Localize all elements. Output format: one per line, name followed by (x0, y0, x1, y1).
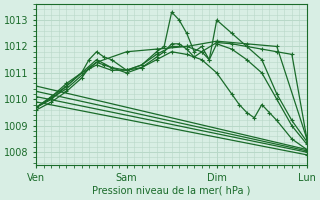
X-axis label: Pression niveau de la mer( hPa ): Pression niveau de la mer( hPa ) (92, 186, 251, 196)
